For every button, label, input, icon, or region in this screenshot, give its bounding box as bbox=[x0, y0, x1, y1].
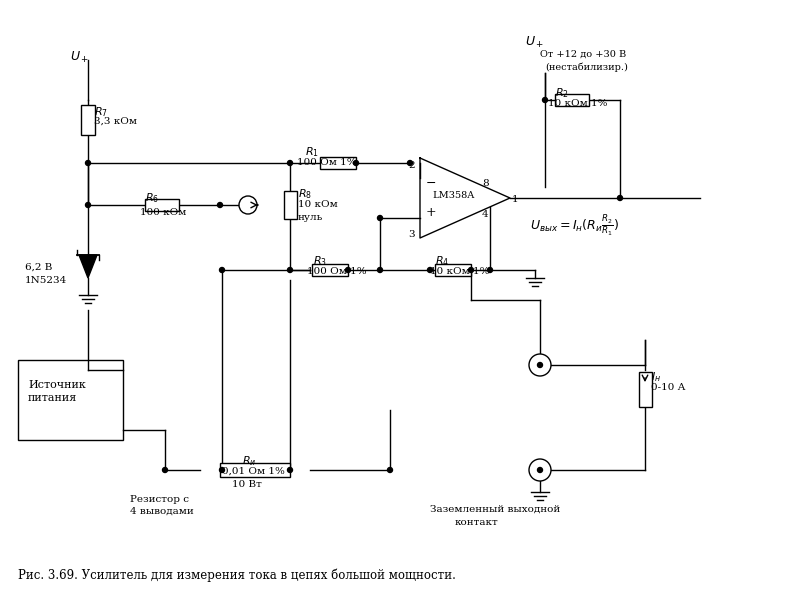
Text: 1N5234: 1N5234 bbox=[25, 276, 67, 285]
Text: 3: 3 bbox=[408, 230, 414, 239]
Circle shape bbox=[529, 459, 551, 481]
Text: Рис. 3.69. Усилитель для измерения тока в цепях большой мощности.: Рис. 3.69. Усилитель для измерения тока … bbox=[18, 568, 456, 581]
Text: 10 кОм 1%: 10 кОм 1% bbox=[430, 267, 490, 276]
Text: 0-10 А: 0-10 А bbox=[651, 383, 686, 392]
Bar bbox=[312, 264, 348, 276]
Text: 1: 1 bbox=[512, 195, 518, 204]
Bar bbox=[555, 94, 589, 106]
Text: Заземленный выходной: Заземленный выходной bbox=[430, 505, 560, 514]
Text: $R_и$: $R_и$ bbox=[242, 454, 257, 468]
Bar bbox=[284, 191, 297, 219]
Text: 4 выводами: 4 выводами bbox=[130, 507, 194, 516]
Text: $U_{вых}$$=$$I_н$$($$R_и$$\frac{R_2}{R_1}$$)$: $U_{вых}$$=$$I_н$$($$R_и$$\frac{R_2}{R_1… bbox=[530, 213, 619, 238]
Text: 100 Ом 1%: 100 Ом 1% bbox=[307, 267, 366, 276]
Circle shape bbox=[469, 267, 474, 273]
Text: 10 кОм 1%: 10 кОм 1% bbox=[548, 99, 607, 108]
Text: $U_+$: $U_+$ bbox=[526, 35, 545, 50]
Circle shape bbox=[287, 267, 293, 273]
Text: $U_+$: $U_+$ bbox=[70, 50, 90, 65]
Text: 6,2 В: 6,2 В bbox=[25, 263, 52, 272]
Circle shape bbox=[219, 468, 225, 472]
Text: контакт: контакт bbox=[455, 518, 498, 527]
Circle shape bbox=[538, 468, 542, 472]
Text: $R_7$: $R_7$ bbox=[94, 105, 108, 119]
Text: $R_2$: $R_2$ bbox=[555, 86, 569, 100]
Circle shape bbox=[378, 215, 382, 221]
Circle shape bbox=[529, 354, 551, 376]
Polygon shape bbox=[79, 255, 97, 278]
Circle shape bbox=[407, 160, 413, 166]
Circle shape bbox=[86, 203, 90, 208]
Text: 10 кОм: 10 кОм bbox=[298, 200, 338, 209]
Circle shape bbox=[162, 468, 167, 472]
Text: 4: 4 bbox=[482, 210, 489, 219]
Bar bbox=[81, 105, 95, 135]
Text: От +12 до +30 В: От +12 до +30 В bbox=[540, 50, 626, 59]
Text: 10 Вт: 10 Вт bbox=[232, 480, 262, 489]
Bar bbox=[435, 264, 471, 276]
Circle shape bbox=[538, 362, 542, 368]
Circle shape bbox=[542, 97, 547, 102]
Bar bbox=[220, 463, 290, 477]
Text: Источник: Источник bbox=[28, 380, 86, 390]
Text: +: + bbox=[426, 206, 437, 219]
Bar bbox=[18, 360, 123, 440]
Circle shape bbox=[618, 196, 622, 200]
Circle shape bbox=[487, 267, 493, 273]
Circle shape bbox=[287, 160, 293, 166]
Text: $R_6$: $R_6$ bbox=[145, 191, 159, 205]
Text: $R_3$: $R_3$ bbox=[313, 254, 327, 268]
Bar bbox=[145, 199, 179, 211]
Text: −: − bbox=[426, 176, 437, 190]
Text: (нестабилизир.): (нестабилизир.) bbox=[545, 62, 628, 72]
Circle shape bbox=[354, 160, 358, 166]
Circle shape bbox=[218, 203, 222, 208]
Text: 100 Ом 1%: 100 Ом 1% bbox=[297, 158, 357, 167]
Bar bbox=[320, 157, 356, 169]
Text: 2: 2 bbox=[408, 161, 414, 170]
Circle shape bbox=[86, 160, 90, 166]
Text: нуль: нуль bbox=[298, 213, 323, 222]
Circle shape bbox=[387, 468, 393, 472]
Circle shape bbox=[239, 196, 257, 214]
Text: 100 кОм: 100 кОм bbox=[140, 208, 186, 217]
Text: 0,01 Ом 1%: 0,01 Ом 1% bbox=[222, 467, 285, 476]
Circle shape bbox=[346, 267, 350, 273]
Text: 8: 8 bbox=[482, 179, 489, 188]
Text: $R_4$: $R_4$ bbox=[435, 254, 450, 268]
Circle shape bbox=[219, 267, 225, 273]
Text: питания: питания bbox=[28, 393, 78, 403]
Bar bbox=[639, 372, 652, 407]
Text: $R_1$: $R_1$ bbox=[305, 145, 319, 159]
Text: 3,3 кОм: 3,3 кОм bbox=[94, 117, 137, 126]
Text: $I_н$: $I_н$ bbox=[651, 370, 661, 384]
Polygon shape bbox=[420, 158, 510, 238]
Text: LM358A: LM358A bbox=[432, 191, 474, 200]
Circle shape bbox=[287, 468, 293, 472]
Circle shape bbox=[378, 267, 382, 273]
Circle shape bbox=[427, 267, 433, 273]
Text: $R_8$: $R_8$ bbox=[298, 187, 312, 201]
Text: Резистор с: Резистор с bbox=[130, 495, 189, 504]
